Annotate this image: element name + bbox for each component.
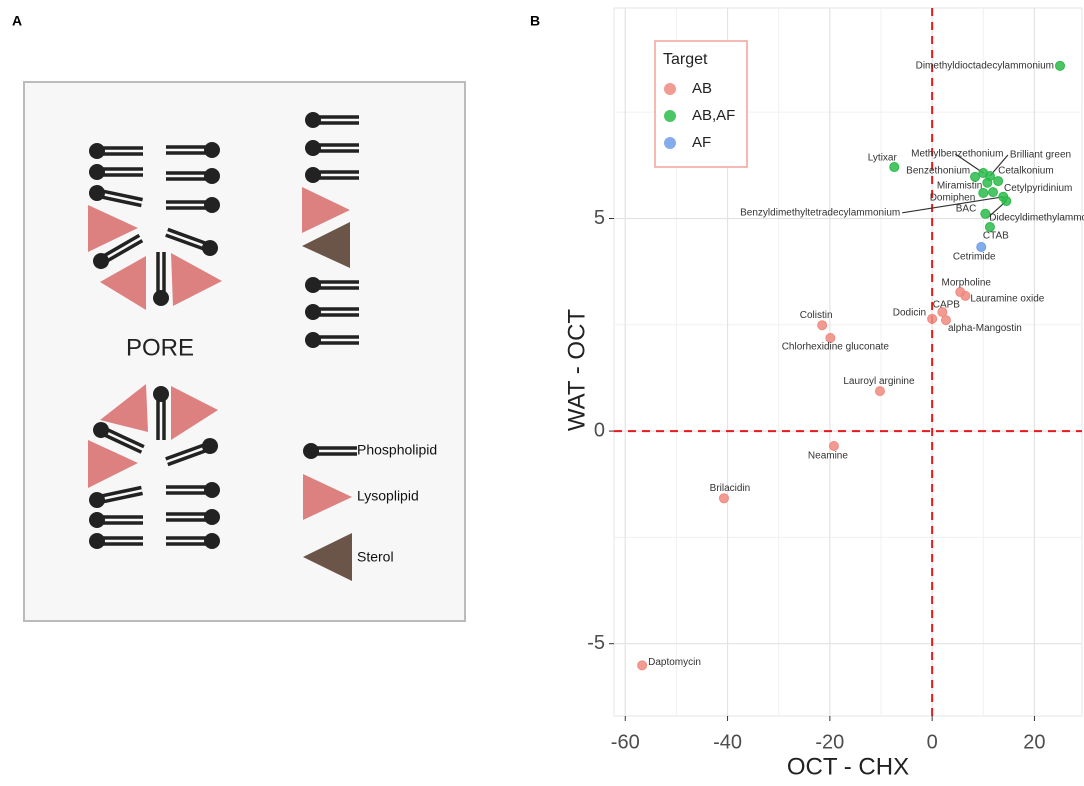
point-label: Domiphen — [930, 193, 976, 204]
point-label: Lytixar — [868, 153, 898, 164]
point-label: Brilacidin — [710, 483, 751, 494]
point — [637, 660, 648, 671]
point-label: BAC — [956, 203, 977, 214]
y-tick-label: -5 — [587, 632, 605, 654]
point-label: Didecyldimethylammonium — [989, 213, 1084, 224]
x-tick-label: 20 — [1023, 731, 1045, 753]
leader-line — [954, 153, 984, 174]
y-tick-label: 5 — [594, 207, 605, 229]
point — [1055, 60, 1066, 71]
point-label: Dimethyldioctadecylammonium — [916, 60, 1054, 71]
y-tick-label: 0 — [594, 419, 605, 441]
y-axis-label: WAT - OCT — [563, 309, 590, 432]
point — [825, 332, 836, 343]
point — [970, 171, 981, 182]
point-label: CAPB — [933, 300, 961, 311]
legend-label: AF — [692, 134, 711, 151]
point-label: Benzethonium — [906, 165, 970, 176]
point-label: Methylbenzethonium — [911, 149, 1003, 160]
point — [980, 208, 991, 219]
point-label: Lauramine oxide — [970, 294, 1044, 305]
point-label: Lauroyl arginine — [843, 376, 915, 387]
point — [993, 176, 1004, 187]
point — [874, 386, 885, 397]
point — [984, 221, 995, 232]
panel-label: A — [12, 13, 22, 29]
legend-label: Sterol — [357, 549, 394, 565]
legend-label: AB — [692, 80, 712, 97]
x-tick-label: 0 — [927, 731, 938, 753]
point-label: Neamine — [808, 451, 848, 462]
point — [976, 241, 987, 252]
x-axis-label: OCT - CHX — [787, 753, 909, 780]
legend-swatch — [664, 83, 676, 95]
point — [817, 320, 828, 331]
legend-label: AB,AF — [692, 107, 735, 124]
point-label: Benzyldimethyltetradecylammonium — [740, 207, 900, 218]
point — [982, 177, 993, 188]
point-label: Colistin — [800, 310, 833, 321]
point-label: alpha-Mangostin — [948, 323, 1022, 334]
point — [988, 187, 999, 198]
legend-label: Phospholipid — [357, 442, 437, 458]
point — [927, 313, 938, 324]
point-label: Morpholine — [942, 278, 992, 289]
leader-line — [902, 196, 1004, 214]
point-label: Brilliant green — [1010, 150, 1071, 161]
x-tick-label: -60 — [611, 731, 640, 753]
x-tick-label: -40 — [713, 731, 742, 753]
legend-swatch — [664, 110, 676, 122]
membrane-diagram — [85, 110, 361, 581]
point — [978, 187, 989, 198]
point-label: Cetylpyridinium — [1004, 183, 1072, 194]
scatter-plot: -60 -40 -20 0 20 -5 0 5 OCT - CHX WAT - OCT Morpho… — [563, 7, 1084, 780]
point-label: Cetrimide — [953, 252, 996, 263]
panel-label: B — [530, 13, 540, 29]
legend-swatch — [664, 137, 676, 149]
point-label: Miramistin — [937, 180, 983, 191]
point-label: Cetalkonium — [998, 166, 1054, 177]
point — [960, 290, 971, 301]
x-tick-label: -20 — [815, 731, 844, 753]
point-label: Chlorhexidine gluconate — [782, 342, 890, 353]
point — [889, 162, 900, 173]
legend-title: Target — [663, 51, 708, 68]
point — [718, 493, 729, 504]
point-label: CTAB — [983, 231, 1009, 242]
pore-label: PORE — [126, 334, 194, 361]
point — [940, 315, 951, 326]
point-label: Dodicin — [893, 307, 926, 318]
point — [828, 440, 839, 451]
point — [1001, 196, 1012, 207]
legend-label: Lysoplipid — [357, 488, 419, 504]
point-label: Daptomycin — [648, 657, 701, 668]
point — [937, 307, 948, 318]
